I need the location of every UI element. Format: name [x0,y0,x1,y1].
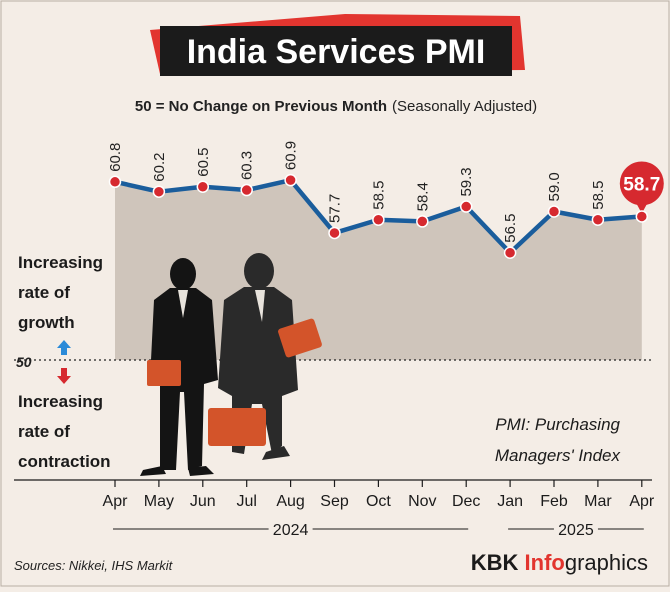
data-label: 58.5 [590,181,607,210]
x-ticks-layer: Apr May Jun Jul Aug Sep Oct Nov Dec Jan Feb Mar Apr [103,480,655,510]
up-arrow-icon [57,340,71,355]
pmi-definition: PMI: Purchasing Managers' Index [495,415,621,465]
subtitle-bold: 50 = No Change on Previous Month [135,98,387,115]
x-tick-label: Apr [103,493,129,510]
data-point [328,226,341,240]
data-point [196,180,210,193]
fifty-label: 50 [16,354,32,370]
data-point [635,210,649,223]
suitcase-left [147,360,181,386]
x-tick-label: Jul [236,493,256,510]
growth-line-2: rate of [18,283,70,302]
suitcase-right-raised [278,318,322,358]
x-tick-label: Jun [190,493,216,510]
year-label: 2025 [558,522,594,539]
sources-note: Sources: Nikkei, IHS Markit [14,558,174,573]
data-label: 59.3 [458,167,475,196]
growth-line-3: growth [18,313,75,332]
businessmen-illustration [140,253,322,476]
data-point [591,213,605,226]
data-point [108,175,122,189]
contraction-line-3: contraction [18,452,111,471]
title-bar [160,26,512,76]
data-label: 57.7 [327,194,344,223]
x-tick-label: Apr [629,493,655,510]
data-point [503,246,517,259]
data-label: 60.2 [151,152,168,181]
highlight-badge [619,161,664,206]
contraction-annotation: Increasing rate of contraction [18,392,111,471]
year-groups-layer: 2024 2025 [113,522,644,539]
businessman-right [208,253,322,460]
brand-part-b: Info [525,550,565,575]
x-tick-label: Aug [276,493,304,510]
down-arrow-icon [57,368,71,384]
suitcase-right-lower [208,408,266,446]
x-tick-label: Feb [540,493,568,510]
definition-line-1: PMI: Purchasing [495,415,620,434]
definition-line-2: Managers' Index [495,446,621,465]
data-point [416,215,429,228]
businessman-left [140,258,218,476]
x-tick-label: Oct [366,493,391,510]
x-tick-label: May [144,493,174,510]
data-label: 60.5 [195,148,212,177]
brand-logo: KBK Infographics [471,550,648,575]
data-point [240,183,253,197]
data-point [152,185,166,198]
data-label: 58.4 [414,182,431,211]
x-tick-label: Mar [584,493,612,510]
data-label: 59.0 [546,172,563,201]
data-label: 58.7 [623,174,660,195]
data-label: 60.8 [107,143,124,172]
x-tick-label: Dec [452,493,480,510]
data-label: 60.3 [239,151,256,180]
data-point [459,200,473,213]
data-label: 56.5 [502,214,519,243]
contraction-line-2: rate of [18,422,70,441]
brand-part-c: graphics [565,550,648,575]
markers-layer [108,161,664,259]
data-label: 60.9 [283,141,300,170]
data-label: 58.5 [370,181,387,210]
contraction-line-1: Increasing [18,392,103,411]
brand-part-a: KBK [471,550,525,575]
x-tick-label: Sep [320,493,349,510]
data-labels-layer: 60.8 60.2 60.5 60.3 60.9 57.7 58.5 58.4 59.3 56.5… [107,141,660,243]
x-tick-label: Jan [497,493,523,510]
growth-annotation: Increasing rate of growth [18,253,103,332]
data-point [372,213,385,226]
year-label: 2024 [273,522,309,539]
title-banner: India Services PMI [150,14,525,76]
data-point [547,205,561,218]
chart-subtitle: 50 = No Change on Previous Month (Seasona… [135,98,537,115]
chart-title: India Services PMI [187,33,486,71]
x-tick-label: Nov [408,493,436,510]
subtitle-normal: (Seasonally Adjusted) [392,98,537,115]
data-point [284,173,297,187]
growth-line-1: Increasing [18,253,103,272]
